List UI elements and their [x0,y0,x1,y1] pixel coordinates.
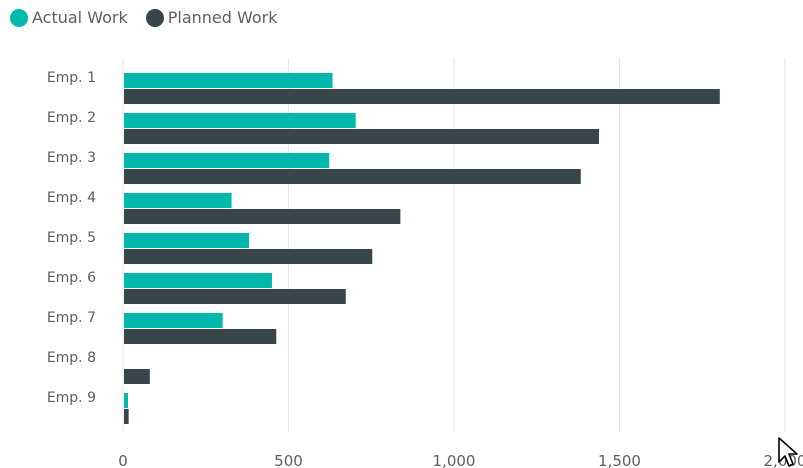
y-category-label: Emp. 4 [47,190,96,206]
y-category-label: Emp. 5 [47,230,96,246]
y-category-label: Emp. 3 [47,150,96,166]
legend: Actual Work Planned Work [10,8,278,27]
planned-work-bar[interactable] [124,289,346,304]
y-category-label: Emp. 1 [47,70,96,86]
planned-work-bar[interactable] [124,169,581,184]
mouse-pointer-icon [778,437,798,467]
actual-work-bar[interactable] [124,113,356,128]
planned-work-bar[interactable] [124,409,129,424]
planned-work-bar[interactable] [124,369,150,384]
legend-item-planned-work[interactable]: Planned Work [145,8,278,27]
legend-label: Actual Work [32,8,128,27]
actual-work-bar[interactable] [124,73,333,88]
planned-work-swatch-icon [145,8,164,27]
actual-work-bar[interactable] [124,313,223,328]
actual-work-bar[interactable] [124,153,330,168]
y-category-label: Emp. 8 [47,350,96,366]
planned-work-bar[interactable] [124,209,401,224]
planned-work-bar[interactable] [124,89,720,104]
y-category-label: Emp. 2 [47,110,96,126]
planned-work-bar[interactable] [124,249,373,264]
legend-item-actual-work[interactable]: Actual Work [10,8,128,27]
actual-work-bar[interactable] [124,393,128,408]
y-category-label: Emp. 6 [47,270,96,286]
actual-work-bar[interactable] [124,233,250,248]
x-tick-label: 1,000 [433,452,476,468]
actual-work-bar[interactable] [124,193,232,208]
actual-work-bar[interactable] [124,273,272,288]
actual-work-swatch-icon [10,8,28,27]
planned-work-bar[interactable] [124,329,277,344]
x-tick-label: 500 [274,452,303,468]
y-category-label: Emp. 7 [47,310,96,326]
y-category-label: Emp. 9 [47,390,96,406]
x-tick-label: 0 [118,452,128,468]
x-tick-label: 1,500 [598,452,641,468]
planned-work-bar[interactable] [124,129,599,144]
legend-label: Planned Work [167,8,278,27]
